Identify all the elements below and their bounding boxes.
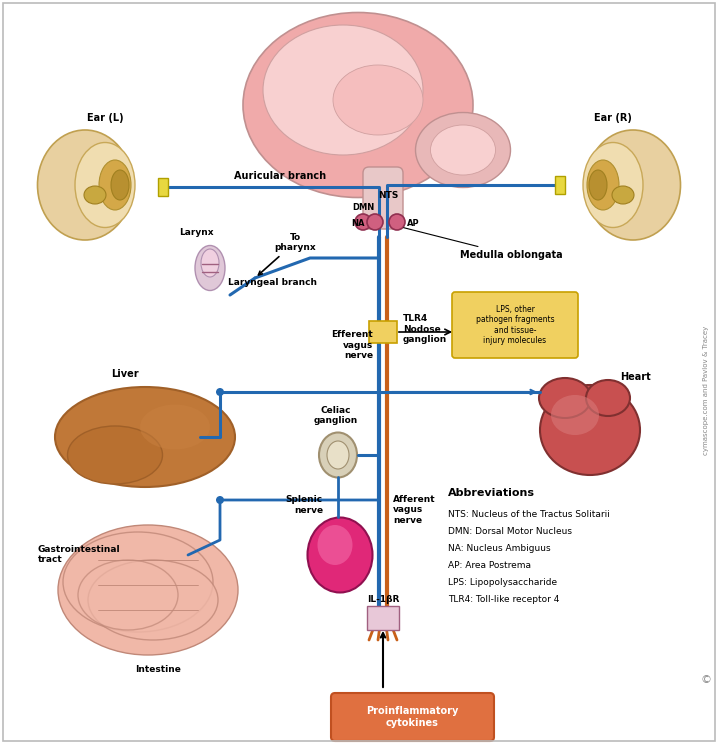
- Circle shape: [355, 214, 371, 230]
- Text: NTS: Nucleus of the Tractus Solitarii: NTS: Nucleus of the Tractus Solitarii: [448, 510, 610, 519]
- FancyBboxPatch shape: [555, 176, 565, 194]
- Ellipse shape: [416, 112, 510, 187]
- Text: Afferent
vagus
nerve: Afferent vagus nerve: [393, 495, 436, 525]
- Ellipse shape: [58, 525, 238, 655]
- Ellipse shape: [551, 395, 599, 435]
- Ellipse shape: [540, 385, 640, 475]
- Ellipse shape: [140, 405, 210, 449]
- Text: TLR4
Nodose
ganglion: TLR4 Nodose ganglion: [403, 314, 447, 344]
- Ellipse shape: [111, 170, 129, 200]
- Text: Larynx: Larynx: [179, 228, 213, 237]
- Text: Heart: Heart: [620, 372, 651, 382]
- FancyBboxPatch shape: [363, 167, 403, 229]
- Text: cymascope.com and Pavlov & Tracey: cymascope.com and Pavlov & Tracey: [703, 325, 709, 455]
- Ellipse shape: [539, 378, 591, 418]
- Circle shape: [216, 388, 224, 396]
- Text: Medulla oblongata: Medulla oblongata: [404, 228, 563, 260]
- Ellipse shape: [263, 25, 423, 155]
- Circle shape: [367, 214, 383, 230]
- Text: Intestine: Intestine: [135, 665, 181, 674]
- FancyBboxPatch shape: [369, 321, 397, 343]
- Text: NA: NA: [352, 219, 365, 228]
- Ellipse shape: [78, 560, 178, 630]
- Text: ©: ©: [701, 675, 712, 685]
- Ellipse shape: [327, 441, 349, 469]
- Ellipse shape: [307, 518, 373, 592]
- Text: AP: AP: [407, 219, 419, 228]
- Text: Proinflammatory
cytokines: Proinflammatory cytokines: [365, 706, 458, 728]
- Text: Laryngeal branch: Laryngeal branch: [228, 278, 317, 287]
- Ellipse shape: [612, 186, 634, 204]
- FancyBboxPatch shape: [367, 606, 399, 630]
- Text: LPS, other
pathogen fragments
and tissue-
injury molecules: LPS, other pathogen fragments and tissue…: [476, 305, 554, 345]
- Circle shape: [216, 496, 224, 504]
- Ellipse shape: [99, 160, 131, 210]
- Ellipse shape: [589, 170, 607, 200]
- Text: Splenic
nerve: Splenic nerve: [286, 496, 323, 515]
- Text: NTS: NTS: [378, 191, 398, 200]
- Text: DMN: Dorsal Motor Nucleus: DMN: Dorsal Motor Nucleus: [448, 527, 572, 536]
- Text: Abbreviations: Abbreviations: [448, 488, 535, 498]
- Circle shape: [389, 214, 405, 230]
- Ellipse shape: [55, 387, 235, 487]
- Text: IL-1βR: IL-1βR: [367, 595, 399, 604]
- Text: TLR4: Toll-like receptor 4: TLR4: Toll-like receptor 4: [448, 595, 559, 604]
- Text: Auricular branch: Auricular branch: [234, 171, 326, 181]
- Ellipse shape: [67, 426, 162, 484]
- Ellipse shape: [333, 65, 423, 135]
- Ellipse shape: [63, 532, 213, 632]
- Text: NA: Nucleus Ambiguus: NA: Nucleus Ambiguus: [448, 544, 551, 553]
- Text: Efferent
vagus
nerve: Efferent vagus nerve: [331, 330, 373, 360]
- Ellipse shape: [75, 143, 135, 228]
- Ellipse shape: [317, 525, 353, 565]
- Ellipse shape: [587, 160, 619, 210]
- Text: Ear (R): Ear (R): [594, 113, 632, 123]
- Ellipse shape: [586, 380, 630, 416]
- FancyBboxPatch shape: [452, 292, 578, 358]
- Text: Ear (L): Ear (L): [87, 113, 123, 123]
- Ellipse shape: [585, 130, 681, 240]
- FancyBboxPatch shape: [158, 178, 168, 196]
- Ellipse shape: [431, 125, 495, 175]
- Ellipse shape: [84, 186, 106, 204]
- Ellipse shape: [88, 560, 218, 640]
- Ellipse shape: [319, 432, 357, 478]
- Ellipse shape: [243, 13, 473, 197]
- Ellipse shape: [583, 143, 643, 228]
- Ellipse shape: [37, 130, 133, 240]
- Text: LPS: Lipopolysaccharide: LPS: Lipopolysaccharide: [448, 578, 557, 587]
- Text: Celiac
ganglion: Celiac ganglion: [314, 405, 358, 425]
- FancyBboxPatch shape: [331, 693, 494, 741]
- Text: To
pharynx: To pharynx: [258, 233, 316, 275]
- Ellipse shape: [195, 246, 225, 290]
- Text: AP: Area Postrema: AP: Area Postrema: [448, 561, 531, 570]
- Text: Gastrointestinal
tract: Gastrointestinal tract: [38, 545, 121, 565]
- Ellipse shape: [201, 249, 219, 277]
- Text: DMN: DMN: [352, 203, 374, 212]
- Text: Liver: Liver: [111, 369, 139, 379]
